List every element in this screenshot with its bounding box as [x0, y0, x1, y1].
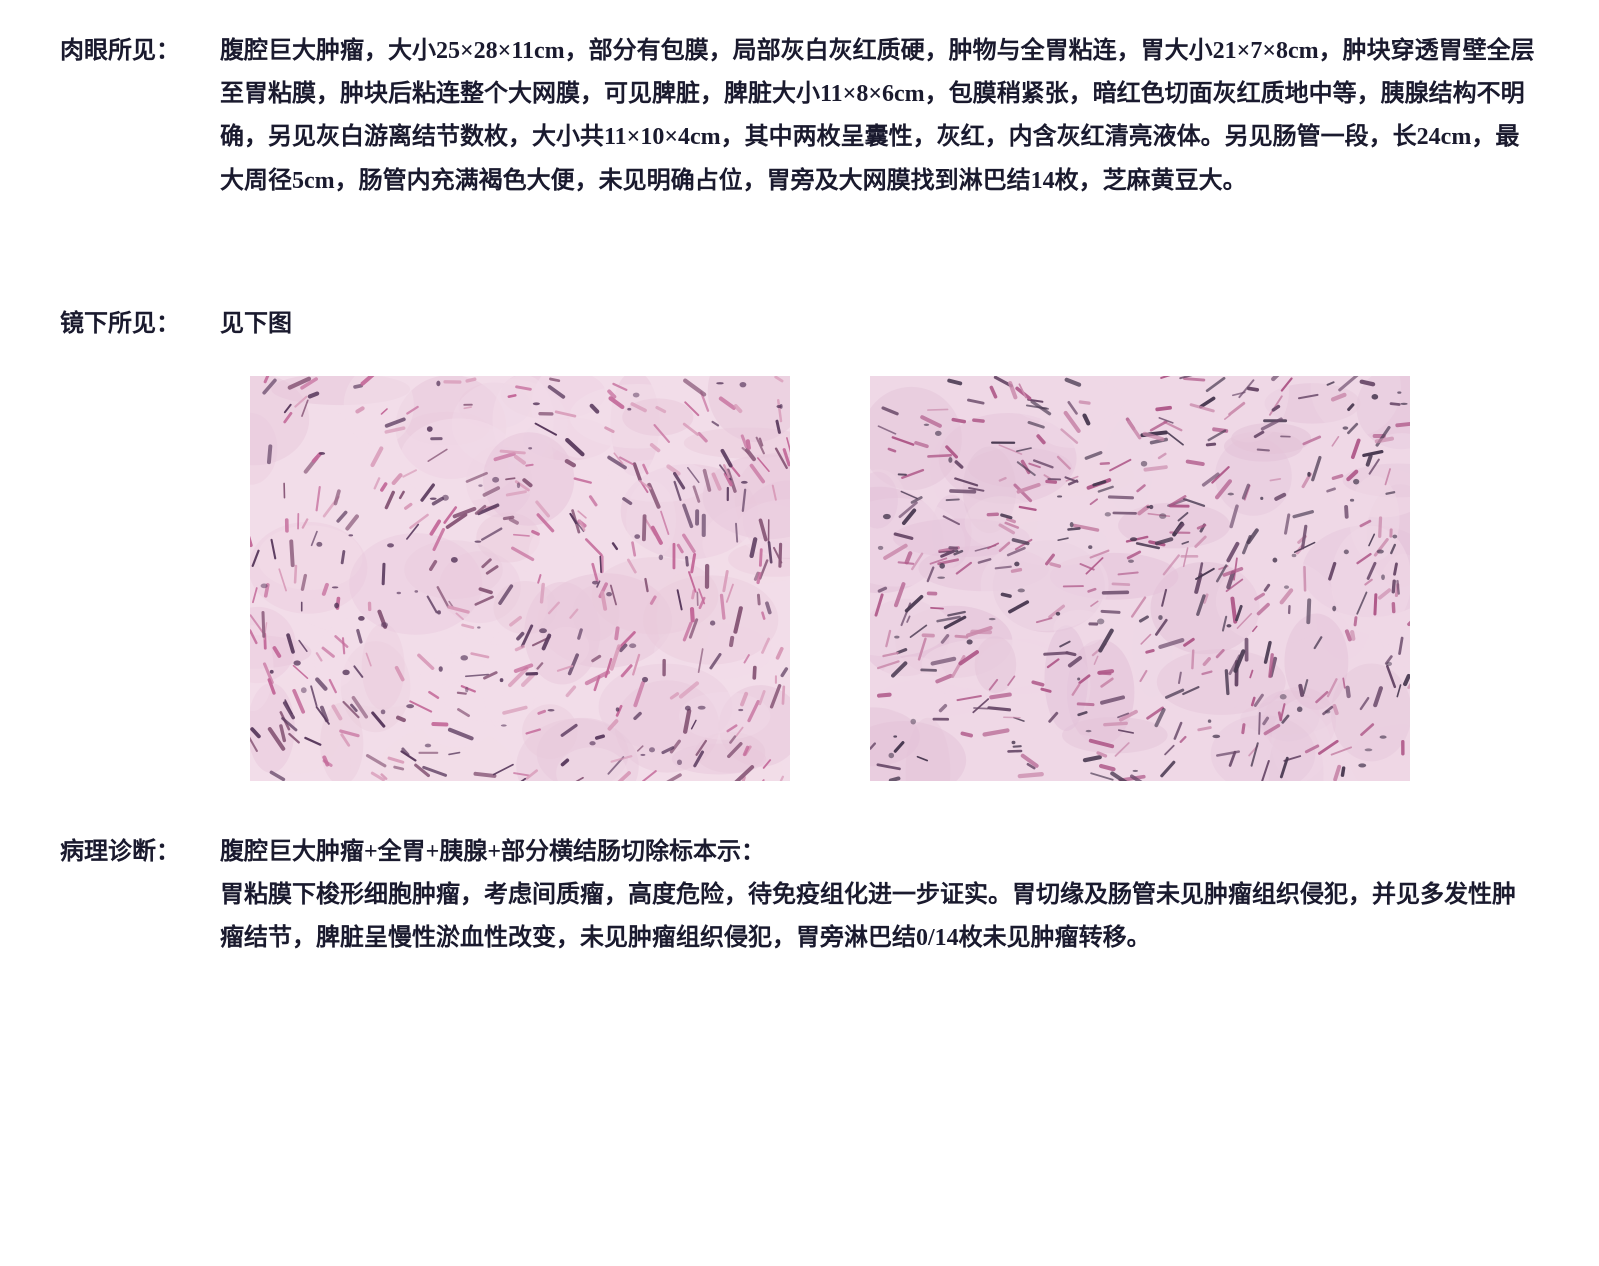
gross-findings-text: 腹腔巨大肿瘤，大小25×28×11cm，部分有包膜，局部灰白灰红质硬，肿物与全胃…: [220, 30, 1539, 203]
gross-findings-label: 肉眼所见：: [60, 30, 220, 73]
pathology-diagnosis-section: 病理诊断： 腹腔巨大肿瘤+全胃+胰腺+部分横结肠切除标本示： 胃粘膜下梭形细胞肿…: [60, 831, 1539, 961]
microscopic-findings-section: 镜下所见： 见下图: [60, 303, 1539, 781]
diagnosis-line2: 胃粘膜下梭形细胞肿瘤，考虑间质瘤，高度危险，待免疫组化进一步证实。胃切缘及肠管未…: [220, 874, 1539, 960]
histology-image-left: [250, 376, 790, 781]
histology-images-row: [250, 376, 1539, 781]
histology-image-right: [870, 376, 1410, 781]
diagnosis-line1: 腹腔巨大肿瘤+全胃+胰腺+部分横结肠切除标本示：: [220, 831, 1539, 874]
microscopic-findings-text: 见下图: [220, 303, 1539, 346]
microscopic-findings-label: 镜下所见：: [60, 303, 220, 346]
gross-findings-section: 肉眼所见： 腹腔巨大肿瘤，大小25×28×11cm，部分有包膜，局部灰白灰红质硬…: [60, 30, 1539, 203]
pathology-diagnosis-label: 病理诊断：: [60, 831, 220, 874]
